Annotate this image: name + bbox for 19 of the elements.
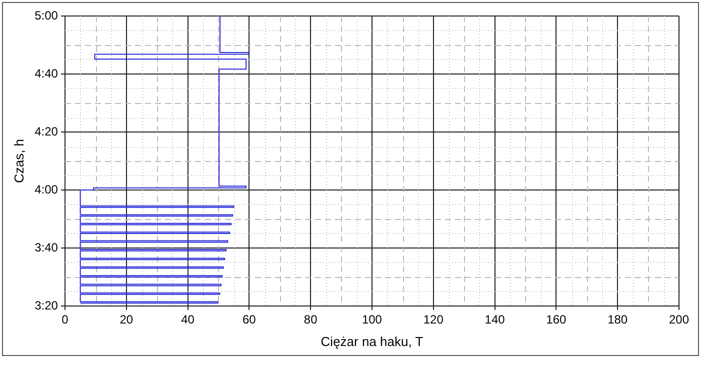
x-tick-label: 20 xyxy=(120,312,134,327)
y-tick-label: 4:00 xyxy=(34,182,58,196)
x-tick-label: 200 xyxy=(668,312,690,327)
x-tick-label: 140 xyxy=(484,312,506,327)
y-tick-label: 3:20 xyxy=(34,298,58,312)
x-axis-title: Ciężar na haku, T xyxy=(320,334,424,349)
x-tick-label: 80 xyxy=(304,312,318,327)
x-tick-label: 100 xyxy=(362,312,382,327)
y-tick-label: 4:40 xyxy=(34,66,58,80)
x-tick-label: 60 xyxy=(242,312,256,327)
x-tick-label: 160 xyxy=(546,312,567,327)
y-tick-label: 5:00 xyxy=(34,8,58,22)
x-tick-label: 0 xyxy=(62,312,69,327)
x-tick-label: 120 xyxy=(423,312,444,327)
y-tick-label: 4:20 xyxy=(34,124,58,138)
x-tick-label: 180 xyxy=(608,312,628,327)
x-tick-label: 40 xyxy=(181,312,195,327)
y-axis-title: Czas, h xyxy=(11,138,26,184)
y-tick-label: 3:40 xyxy=(34,240,58,254)
